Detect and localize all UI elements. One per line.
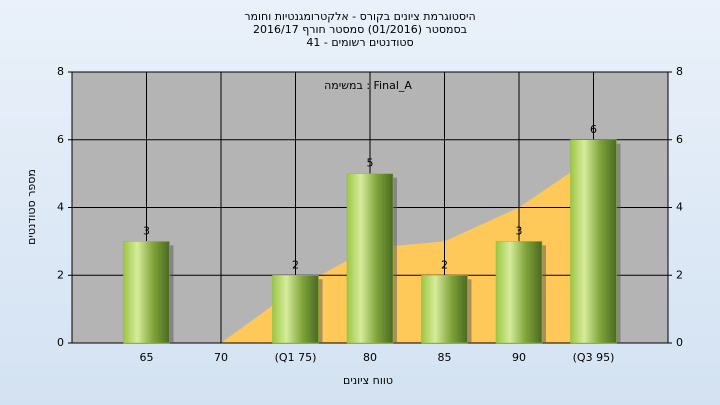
y2-tick-label: 6 <box>676 133 683 146</box>
chart-subtitle: סטודנטים רשומים - 41 <box>306 36 413 49</box>
x-tick-label: (Q1 75) <box>275 351 317 364</box>
chart-subtitle: בסמסטר (01/2016) סמסטר חורף 2016/17 <box>253 23 467 36</box>
y2-tick-label: 8 <box>676 65 683 78</box>
y-tick-label: 8 <box>57 65 64 78</box>
x-tick-label: 85 <box>438 351 452 364</box>
x-tick-label: 80 <box>363 351 377 364</box>
x-tick-label: 70 <box>214 351 228 364</box>
y-tick-label: 0 <box>57 336 64 349</box>
value-label: 6 <box>590 123 597 136</box>
y-tick-label: 6 <box>57 133 64 146</box>
x-tick-label: 90 <box>512 351 526 364</box>
bar <box>495 241 543 344</box>
annotation: במשימה : Final_A <box>324 79 412 92</box>
y-tick-label: 2 <box>57 268 64 281</box>
bar <box>346 173 394 344</box>
bar <box>272 275 319 344</box>
value-label: 3 <box>516 224 523 237</box>
y-tick-label: 4 <box>57 201 64 214</box>
value-label: 2 <box>441 258 448 271</box>
y2-tick-label: 0 <box>676 336 683 349</box>
value-label: 2 <box>292 258 299 271</box>
x-tick-label: (Q3 95) <box>573 351 615 364</box>
y-axis-label: מספר סטודנטים <box>25 169 38 245</box>
value-label: 3 <box>143 224 150 237</box>
y2-tick-label: 4 <box>676 201 683 214</box>
value-label: 5 <box>367 157 374 170</box>
x-axis-label: טווח ציונים <box>343 374 393 387</box>
chart-title: היסטוגרמת ציונים בקורס - אלקטרומגנטיות ו… <box>244 10 475 23</box>
bar <box>123 241 170 344</box>
bar <box>421 275 468 344</box>
y2-tick-label: 2 <box>676 268 683 281</box>
bar <box>570 139 617 344</box>
x-tick-label: 65 <box>140 351 154 364</box>
